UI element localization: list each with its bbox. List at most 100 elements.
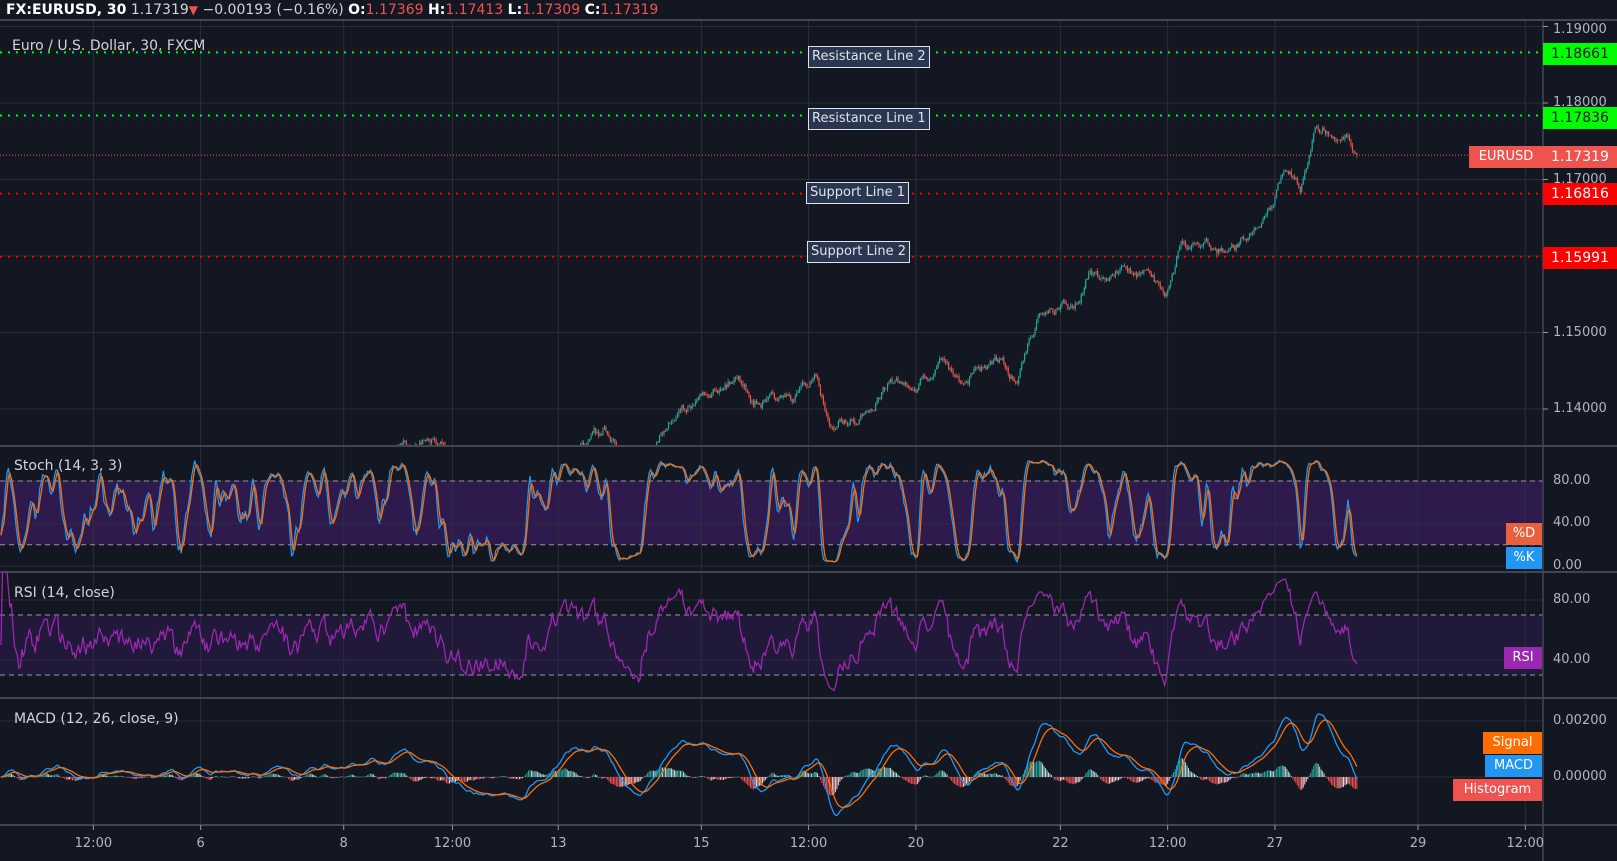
candle (836, 426, 838, 429)
histogram-bar (292, 777, 294, 781)
candle (867, 410, 869, 412)
time-label: 27 (1266, 836, 1284, 851)
histogram-bar (158, 776, 160, 778)
histogram-bar (653, 770, 655, 777)
candle (1341, 137, 1343, 141)
candle (1301, 183, 1303, 193)
histogram-bar (916, 777, 918, 785)
histogram-bar (392, 772, 394, 777)
support-line-2-label[interactable]: Support Line 2 (807, 241, 911, 263)
stoch-tick: 0.00 (1553, 558, 1582, 573)
candle (693, 404, 695, 406)
histogram-bar (384, 777, 386, 779)
histogram-bar (647, 772, 649, 777)
histogram-bar (818, 776, 820, 777)
histogram-bar (131, 777, 133, 779)
histogram-bar (705, 777, 707, 778)
histogram-bar (544, 774, 546, 777)
histogram-bar (650, 770, 652, 777)
candle (718, 390, 720, 393)
candle (825, 410, 828, 414)
histogram-bar (1216, 777, 1218, 785)
histogram-bar (343, 777, 345, 778)
histogram-bar (337, 777, 339, 778)
candle (965, 381, 968, 383)
candle (1241, 236, 1243, 239)
histogram-bar (563, 768, 565, 777)
histogram-bar (805, 771, 807, 777)
histogram-bar (790, 776, 792, 777)
histogram-tag: Histogram (1453, 779, 1542, 801)
candle (794, 395, 796, 401)
candle (464, 460, 465, 461)
candle (491, 474, 492, 475)
histogram-bar (280, 776, 282, 777)
histogram-bar (901, 777, 903, 779)
candle (1292, 175, 1294, 177)
histogram-bar (983, 773, 985, 777)
histogram-bar (712, 777, 714, 780)
candle (591, 431, 594, 436)
histogram-bar (542, 774, 544, 777)
histogram-bar (1235, 777, 1237, 778)
candle (1095, 271, 1097, 273)
histogram-bar (1340, 777, 1342, 789)
candle (742, 383, 744, 387)
candle (764, 400, 766, 402)
histogram-bar (113, 775, 115, 777)
histogram-bar (267, 775, 269, 777)
histogram-bar (1289, 773, 1291, 777)
support-line-1-label[interactable]: Support Line 1 (806, 182, 910, 204)
time-label: 12:00 (74, 836, 113, 851)
time-label: 12:00 (789, 836, 828, 851)
candle (848, 425, 850, 426)
macd-title[interactable]: MACD (12, 26, close, 9) (14, 711, 179, 727)
histogram-bar (1137, 777, 1139, 783)
histogram-bar (188, 776, 190, 777)
histogram-bar (860, 770, 862, 777)
histogram-bar (848, 775, 850, 777)
candle (405, 440, 407, 445)
resistance-line-1-label[interactable]: Resistance Line 1 (808, 108, 930, 130)
histogram-bar (1195, 774, 1197, 777)
histogram-bar (791, 777, 793, 778)
time-label: 22 (1052, 836, 1069, 851)
histogram-bar (679, 770, 681, 777)
candle (1114, 271, 1117, 276)
histogram-bar (964, 777, 966, 786)
histogram-bar (635, 777, 637, 783)
candle (1320, 131, 1322, 133)
histogram-bar (434, 777, 436, 779)
histogram-bar (329, 777, 331, 779)
histogram-bar (146, 776, 148, 778)
resistance-line-2-label[interactable]: Resistance Line 2 (808, 46, 930, 68)
histogram-bar (186, 777, 188, 778)
histogram-bar (174, 777, 176, 778)
histogram-bar (1264, 771, 1266, 777)
candle (1161, 287, 1163, 290)
candle (1316, 126, 1318, 128)
histogram-bar (767, 776, 769, 778)
histogram-bar (673, 770, 675, 777)
histogram-bar (732, 777, 734, 779)
histogram-bar (150, 777, 152, 779)
histogram-bar (1293, 777, 1295, 782)
candle (994, 356, 996, 361)
histogram-bar (1258, 772, 1260, 777)
histogram-bar (590, 776, 592, 777)
histogram-bar (535, 771, 537, 777)
candle (1079, 302, 1081, 304)
histogram-bar (1013, 777, 1015, 787)
candle (1257, 226, 1260, 228)
candle (1159, 283, 1161, 288)
candle (730, 382, 732, 384)
rsi-title[interactable]: RSI (14, close) (14, 585, 115, 601)
candle (1339, 139, 1342, 141)
histogram-bar (1085, 773, 1087, 777)
stoch-title[interactable]: Stoch (14, 3, 3) (14, 458, 123, 474)
candle (561, 460, 562, 464)
symbol-name[interactable]: FX:EURUSD, 30 (6, 2, 127, 18)
rsi-line (0, 572, 1358, 692)
candle (1043, 313, 1045, 315)
